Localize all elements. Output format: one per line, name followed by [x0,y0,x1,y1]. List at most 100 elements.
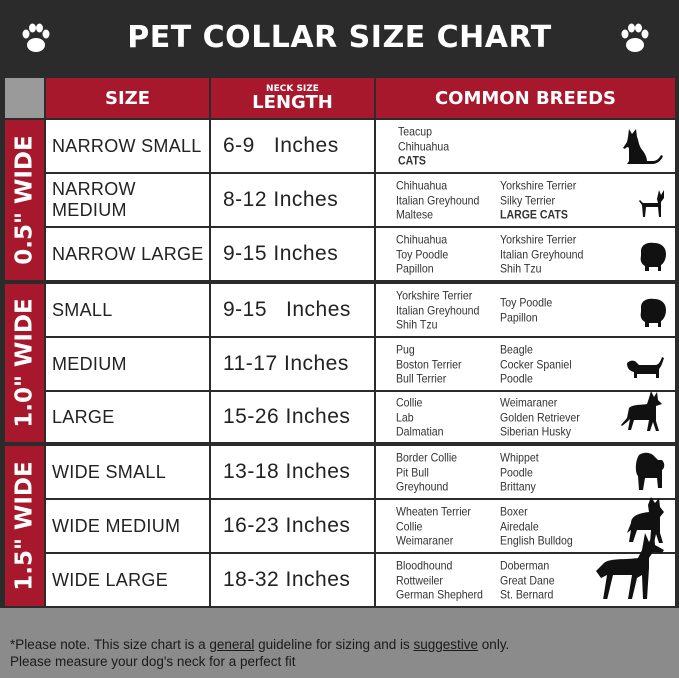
breeds-cell: Chihuahua Italian Greyhound Maltese Yorksh… [376,174,675,226]
breed-item: Yorkshire Terrier [500,178,577,193]
breed-item: Wheaten Terrier [396,504,471,519]
neck-length: 11-17 Inches [223,352,349,375]
header-size: SIZE [46,78,209,118]
breed-item: Chihuahua [396,178,448,193]
length-cell: 6-9 Inches [211,120,374,172]
breed-item: Cocker Spaniel [500,356,572,371]
header-length-label: LENGTH [252,92,333,113]
pitbull-silhouette-icon [623,495,667,549]
breed-item: Great Dane [500,572,555,587]
breed-item: Italian Greyhound [396,302,480,317]
size-name: NARROW MEDIUM [52,179,136,220]
length-cell: 8-12 Inches [211,174,374,226]
size-cell: WIDE LARGE [46,554,209,606]
pomeranian-silhouette-icon [637,297,667,333]
breed-item: Yorkshire Terrier [500,232,577,247]
neck-length: 16-23 Inches [223,514,351,537]
size-cell: NARROW MEDIUM [46,174,209,226]
neck-length: 8-12 Inches [223,188,339,211]
group-label: 1.0" WIDE [5,284,44,442]
size-cell: SMALL [46,284,209,336]
breed-item: Chihuahua [398,138,450,153]
breed-item: CATS [398,153,426,168]
length-cell: 9-15 Inches [211,284,374,336]
footer-emphasis: suggestive [413,637,479,652]
chihuahua-silhouette-icon [637,189,667,223]
length-cell: 13-18 Inches [211,446,374,498]
size-cell: NARROW SMALL [46,120,209,172]
bulldog-silhouette-icon [633,451,667,495]
breed-item: Pug [396,342,415,357]
breed-item: Papillon [500,310,538,324]
size-name: NARROW SMALL [52,135,202,156]
breed-item: Boston Terrier [396,356,462,371]
neck-length: 9-15 Inches [223,242,339,265]
length-cell: 18-32 Inches [211,554,374,606]
length-cell: 9-15 Inches [211,228,374,280]
breed-item: Rottweiler [396,572,443,587]
breeds-cell: Pug Boston Terrier Bull Terrier Beagle Cock… [376,338,675,390]
breeds-cell: Teacup Chihuahua CATS [376,120,675,172]
footer-text: *Please note. This size chart is a [10,637,210,652]
breed-item: Siberian Husky [500,424,572,439]
neck-length: 18-32 Inches [223,568,351,591]
footer-emphasis: general [209,637,255,652]
group-label: 0.5" WIDE [5,120,44,280]
header-corner [5,78,44,118]
group-label-text: 1.5" WIDE [11,461,38,591]
paw-icon [22,23,50,52]
header-length: NECK SIZE LENGTH [211,78,374,118]
neck-length: 6-9 Inches [223,134,339,157]
header-breeds: COMMON BREEDS [376,78,675,118]
breed-item: Whippet [500,450,539,465]
breed-item: Papillon [396,261,434,276]
breed-item: Bloodhound [396,558,453,573]
breed-item: Shih Tzu [396,317,438,332]
doberman-silhouette-icon [593,531,667,603]
size-name: WIDE SMALL [52,461,167,482]
size-name: SMALL [52,299,113,320]
footer-note: *Please note. This size chart is a gener… [0,608,679,678]
breed-item: Collie [396,518,423,533]
breed-item: Yorkshire Terrier [396,288,473,303]
size-cell: LARGE [46,392,209,442]
breed-item: Bull Terrier [396,371,447,386]
pomeranian-silhouette-icon [637,241,667,277]
breed-item: LARGE CATS [500,207,568,222]
breed-item: Silky Terrier [500,192,555,207]
shepherd-silhouette-icon [621,389,667,439]
size-name: MEDIUM [52,353,127,374]
header-size-label: SIZE [104,87,150,109]
breed-item: Airedale [500,518,539,533]
breed-item: Lab [396,409,414,424]
size-name: LARGE [52,406,115,427]
breeds-cell: Collie Lab Dalmatian Weimaraner Golden Retr… [376,389,675,442]
group-label: 1.5" WIDE [5,446,44,606]
chart-title: PET COLLAR SIZE CHART [0,0,679,76]
breed-item: Greyhound [396,479,449,494]
footer-text: only. [478,637,510,652]
group-label-text: 1.0" WIDE [11,298,38,428]
size-name: WIDE MEDIUM [52,515,181,536]
breed-item: Poodle [500,464,533,479]
neck-length: 9-15 Inches [223,298,351,321]
breeds-cell: Border Collie Pit Bull Greyhound Whippet Po… [376,446,675,498]
breed-item: Toy Poodle [396,246,449,261]
neck-length: 15-26 Inches [223,405,351,428]
breed-item: Italian Greyhound [396,192,480,207]
neck-length: 13-18 Inches [223,460,351,483]
size-cell: WIDE MEDIUM [46,500,209,552]
length-cell: 16-23 Inches [211,500,374,552]
breed-item: Weimaraner [396,533,454,548]
header-length-sub: NECK SIZE [266,84,319,94]
dachshund-silhouette-icon [625,355,667,387]
breed-item: Weimaraner [500,395,558,410]
breeds-cell: Wheaten Terrier Collie Weimaraner Boxer Air… [376,496,675,552]
breed-item: Dalmatian [396,424,444,439]
breeds-cell: Yorkshire Terrier Italian Greyhound Shih T… [376,284,675,336]
breed-item: Brittany [500,479,536,494]
length-cell: 15-26 Inches [211,392,374,442]
breed-item: Doberman [500,558,550,573]
breed-item: Maltese [396,207,433,222]
cat-silhouette-icon [621,127,667,169]
